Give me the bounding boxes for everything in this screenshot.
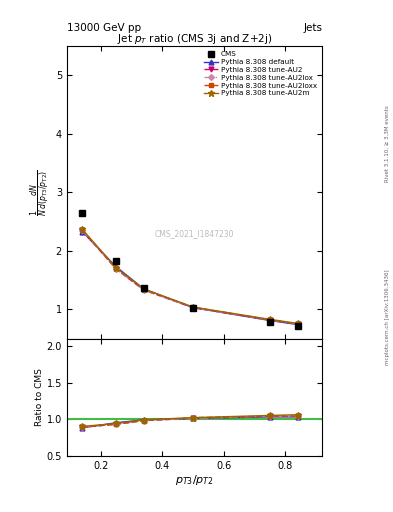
- Text: CMS_2021_I1847230: CMS_2021_I1847230: [155, 229, 234, 238]
- Pythia 8.308 tune-AU2: [295, 321, 300, 327]
- Pythia 8.308 tune-AU2lox: [80, 227, 84, 233]
- Pythia 8.308 tune-AU2m: [295, 321, 300, 327]
- Pythia 8.308 default: [191, 305, 195, 311]
- Pythia 8.308 tune-AU2loxx: [268, 317, 272, 323]
- Pythia 8.308 tune-AU2: [268, 317, 272, 323]
- Pythia 8.308 default: [114, 264, 118, 270]
- Text: Jets: Jets: [303, 23, 322, 33]
- Line: Pythia 8.308 tune-AU2lox: Pythia 8.308 tune-AU2lox: [80, 228, 300, 326]
- Line: Pythia 8.308 tune-AU2m: Pythia 8.308 tune-AU2m: [79, 226, 301, 327]
- CMS: [141, 285, 146, 291]
- Pythia 8.308 tune-AU2loxx: [80, 227, 84, 233]
- Pythia 8.308 default: [295, 322, 300, 328]
- Text: mcplots.cern.ch [arXiv:1306.3436]: mcplots.cern.ch [arXiv:1306.3436]: [385, 270, 389, 365]
- X-axis label: $p_{T3}/p_{T2}$: $p_{T3}/p_{T2}$: [175, 473, 214, 487]
- Pythia 8.308 default: [80, 228, 84, 234]
- Pythia 8.308 tune-AU2: [141, 287, 146, 293]
- CMS: [191, 305, 195, 311]
- Pythia 8.308 tune-AU2lox: [141, 287, 146, 293]
- Pythia 8.308 tune-AU2loxx: [141, 286, 146, 292]
- Y-axis label: $\frac{1}{N}\frac{dN}{d(p_{T3}/p_{T2})}$: $\frac{1}{N}\frac{dN}{d(p_{T3}/p_{T2})}$: [29, 169, 53, 216]
- Legend: CMS, Pythia 8.308 default, Pythia 8.308 tune-AU2, Pythia 8.308 tune-AU2lox, Pyth: CMS, Pythia 8.308 default, Pythia 8.308 …: [202, 50, 319, 98]
- Pythia 8.308 tune-AU2m: [141, 286, 146, 292]
- Pythia 8.308 tune-AU2: [80, 227, 84, 233]
- Line: CMS: CMS: [79, 209, 301, 329]
- Pythia 8.308 tune-AU2loxx: [191, 304, 195, 310]
- Pythia 8.308 tune-AU2m: [114, 265, 118, 271]
- CMS: [114, 259, 118, 265]
- Pythia 8.308 tune-AU2lox: [191, 305, 195, 311]
- Pythia 8.308 tune-AU2lox: [114, 266, 118, 272]
- Text: 13000 GeV pp: 13000 GeV pp: [67, 23, 141, 33]
- Line: Pythia 8.308 tune-AU2: Pythia 8.308 tune-AU2: [80, 228, 300, 327]
- CMS: [268, 318, 272, 325]
- Line: Pythia 8.308 default: Pythia 8.308 default: [80, 229, 300, 327]
- Pythia 8.308 tune-AU2loxx: [114, 265, 118, 271]
- Pythia 8.308 tune-AU2: [114, 266, 118, 272]
- Title: Jet $p_T$ ratio (CMS 3j and Z+2j): Jet $p_T$ ratio (CMS 3j and Z+2j): [117, 32, 272, 46]
- Pythia 8.308 default: [141, 286, 146, 292]
- Pythia 8.308 tune-AU2lox: [295, 321, 300, 327]
- Y-axis label: Ratio to CMS: Ratio to CMS: [35, 368, 44, 426]
- Text: Rivet 3.1.10, ≥ 3.3M events: Rivet 3.1.10, ≥ 3.3M events: [385, 105, 389, 182]
- Pythia 8.308 tune-AU2loxx: [295, 321, 300, 327]
- Pythia 8.308 tune-AU2lox: [268, 317, 272, 323]
- CMS: [295, 323, 300, 329]
- Pythia 8.308 tune-AU2m: [80, 226, 84, 232]
- Pythia 8.308 tune-AU2m: [191, 304, 195, 310]
- Line: Pythia 8.308 tune-AU2loxx: Pythia 8.308 tune-AU2loxx: [80, 227, 300, 327]
- Pythia 8.308 tune-AU2m: [268, 316, 272, 323]
- Pythia 8.308 default: [268, 317, 272, 324]
- CMS: [80, 210, 84, 216]
- Pythia 8.308 tune-AU2: [191, 305, 195, 311]
